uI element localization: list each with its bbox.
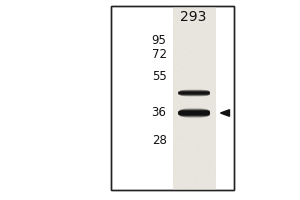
Text: 95: 95	[152, 34, 166, 47]
Text: 293: 293	[180, 10, 207, 24]
Text: 36: 36	[152, 106, 166, 119]
Text: 72: 72	[152, 48, 166, 62]
Text: 28: 28	[152, 134, 166, 146]
Bar	[111, 6, 234, 190]
Polygon shape	[220, 110, 230, 116]
Bar	[172, 6, 216, 190]
Text: 55: 55	[152, 70, 167, 82]
Bar	[111, 6, 234, 190]
